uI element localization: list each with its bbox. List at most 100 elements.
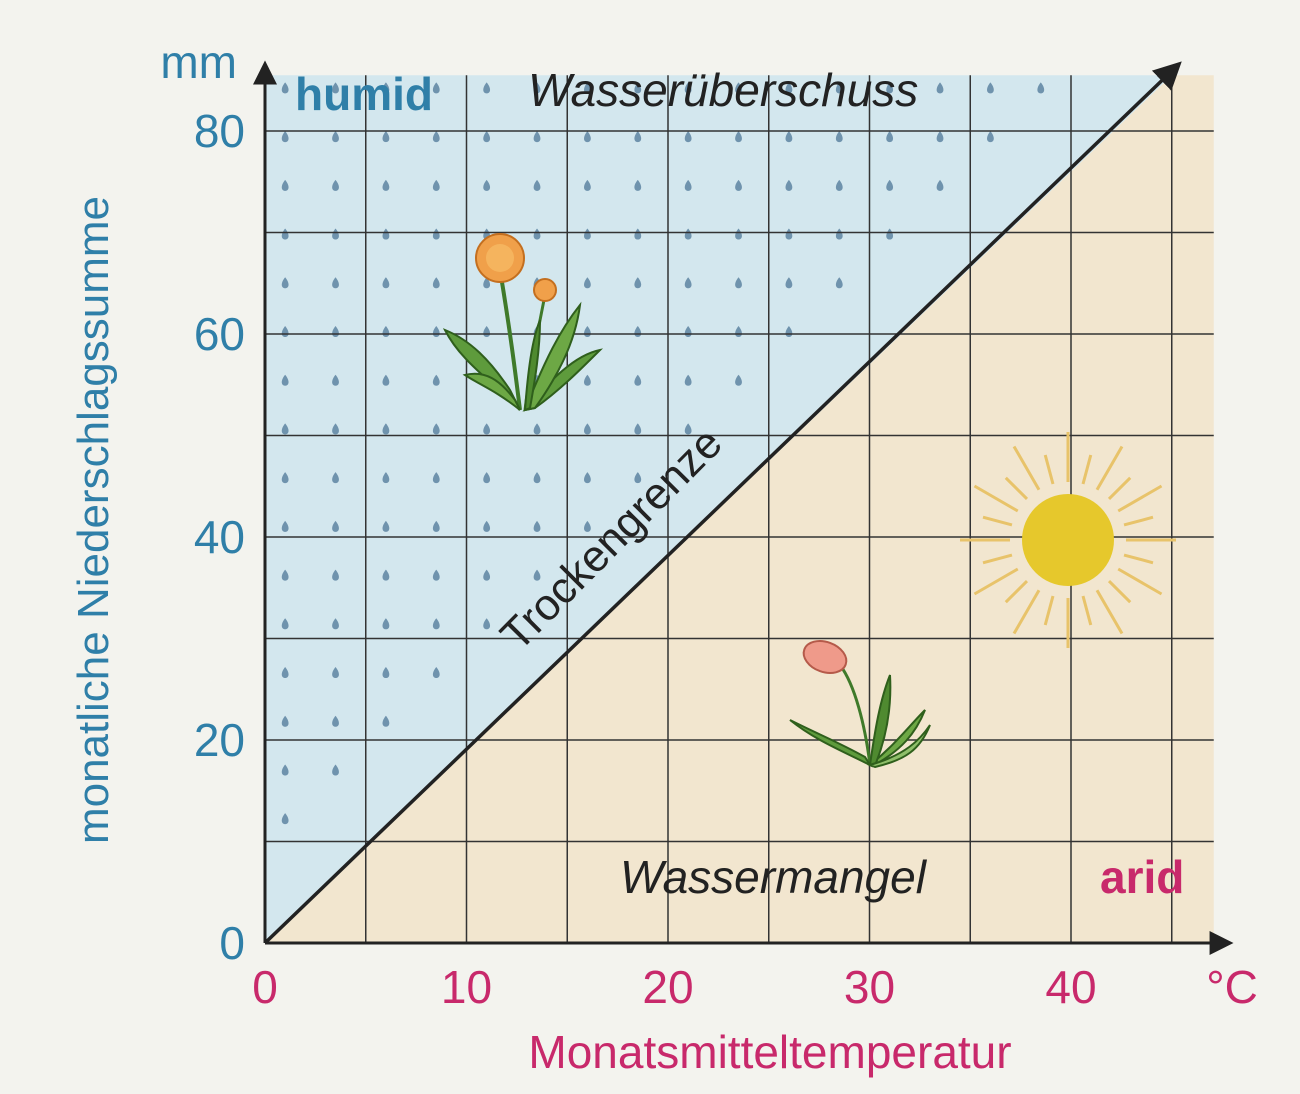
raindrop-icon bbox=[735, 277, 742, 289]
raindrop-icon bbox=[835, 228, 843, 240]
sun-icon bbox=[960, 432, 1176, 648]
raindrop-icon bbox=[634, 82, 642, 94]
raindrop-icon bbox=[886, 82, 894, 94]
raindrop-icon bbox=[886, 179, 894, 191]
raindrop-icon bbox=[432, 472, 440, 484]
raindrop-icon bbox=[281, 618, 289, 630]
wassermangel-label: Wassermangel bbox=[620, 851, 928, 903]
raindrop-icon bbox=[584, 131, 591, 143]
y-tick-label: 60 bbox=[194, 308, 245, 360]
raindrop-icon bbox=[432, 618, 440, 630]
x-tick-label: 20 bbox=[642, 961, 693, 1013]
sun-ray bbox=[1004, 579, 1029, 604]
raindrop-icon bbox=[332, 423, 339, 435]
y-unit-label: mm bbox=[160, 36, 237, 88]
raindrop-icon bbox=[332, 472, 339, 484]
raindrop-icon bbox=[382, 569, 390, 581]
raindrop-icon bbox=[382, 179, 390, 191]
raindrop-icon bbox=[281, 277, 289, 289]
raindrop-icon bbox=[533, 423, 541, 435]
raindrop-icon bbox=[432, 131, 440, 143]
raindrop-icon bbox=[584, 374, 591, 386]
raindrop-icon bbox=[382, 228, 390, 240]
raindrop-icon bbox=[684, 131, 692, 143]
raindrop-icon bbox=[735, 228, 742, 240]
x-tick-label: 40 bbox=[1045, 961, 1096, 1013]
sun-ray bbox=[982, 553, 1013, 565]
raindrop-icon bbox=[332, 569, 339, 581]
raindrop-icon bbox=[785, 82, 793, 94]
y-tick-labels: 0 20 40 60 80 bbox=[194, 105, 245, 969]
raindrop-icon bbox=[684, 277, 692, 289]
raindrop-icon bbox=[332, 520, 339, 532]
raindrop-icon bbox=[382, 472, 390, 484]
raindrop-icon bbox=[281, 569, 289, 581]
raindrop-icon bbox=[584, 423, 591, 435]
raindrop-icon bbox=[432, 374, 440, 386]
raindrop-icon bbox=[382, 131, 390, 143]
raindrop-icon bbox=[382, 667, 390, 679]
raindrop-icon bbox=[281, 472, 289, 484]
y-tick-label: 40 bbox=[194, 511, 245, 563]
raindrop-icon bbox=[785, 228, 793, 240]
raindrop-icon bbox=[382, 618, 390, 630]
raindrop-icon bbox=[483, 82, 491, 94]
raindrop-icon bbox=[281, 374, 289, 386]
raindrop-icon bbox=[735, 179, 742, 191]
sun-ray bbox=[1117, 484, 1163, 513]
sun-ray bbox=[1117, 567, 1163, 596]
sun-ray bbox=[1095, 445, 1124, 491]
raindrop-icon bbox=[432, 569, 440, 581]
raindrop-icon bbox=[281, 520, 289, 532]
raindrop-icon bbox=[281, 228, 289, 240]
raindrop-icon bbox=[332, 764, 339, 776]
raindrop-icon bbox=[886, 228, 894, 240]
raindrop-icon bbox=[382, 277, 390, 289]
sun-ray bbox=[1095, 589, 1124, 635]
raindrop-icon bbox=[835, 131, 843, 143]
raindrop-icon bbox=[987, 131, 994, 143]
raindrop-icon bbox=[785, 179, 793, 191]
raindrop-icon bbox=[382, 374, 390, 386]
raindrop-icon bbox=[332, 228, 339, 240]
raindrop-icon bbox=[584, 277, 591, 289]
sun-ray bbox=[1123, 553, 1154, 565]
raindrop-icon bbox=[684, 423, 692, 435]
raindrop-icon bbox=[281, 667, 289, 679]
raindrop-icon bbox=[835, 277, 843, 289]
raindrop-icon bbox=[332, 618, 339, 630]
raindrop-pattern bbox=[281, 82, 1045, 825]
raindrop-icon bbox=[332, 131, 339, 143]
dandelion-icon bbox=[442, 233, 604, 412]
raindrop-icon bbox=[634, 472, 642, 484]
raindrop-icon bbox=[634, 277, 642, 289]
raindrop-icon bbox=[634, 374, 642, 386]
raindrop-icon bbox=[584, 82, 591, 94]
raindrop-icon bbox=[735, 131, 742, 143]
x-axis-title: Monatsmitteltemperatur bbox=[528, 1026, 1011, 1078]
raindrop-icon bbox=[684, 228, 692, 240]
sun-ray bbox=[1043, 595, 1055, 626]
sun-ray bbox=[973, 484, 1019, 513]
raindrop-icon bbox=[634, 228, 642, 240]
raindrop-icon bbox=[533, 228, 541, 240]
raindrop-icon bbox=[835, 179, 843, 191]
raindrop-icon bbox=[533, 520, 541, 532]
raindrop-icon bbox=[382, 715, 390, 727]
raindrop-icon bbox=[936, 179, 944, 191]
trockengrenze-line bbox=[263, 61, 1182, 945]
sun-ray bbox=[1107, 476, 1132, 501]
raindrop-icon bbox=[584, 520, 591, 532]
sun-ray bbox=[1123, 515, 1154, 527]
raindrop-icon bbox=[432, 228, 440, 240]
raindrop-icon bbox=[634, 131, 642, 143]
arid-label: arid bbox=[1100, 851, 1184, 903]
raindrop-icon bbox=[281, 131, 289, 143]
sun-ray bbox=[1012, 445, 1041, 491]
y-tick-label: 0 bbox=[219, 917, 245, 969]
raindrop-icon bbox=[332, 374, 339, 386]
raindrop-icon bbox=[281, 82, 289, 94]
raindrop-icon bbox=[281, 715, 289, 727]
raindrop-icon bbox=[735, 374, 742, 386]
